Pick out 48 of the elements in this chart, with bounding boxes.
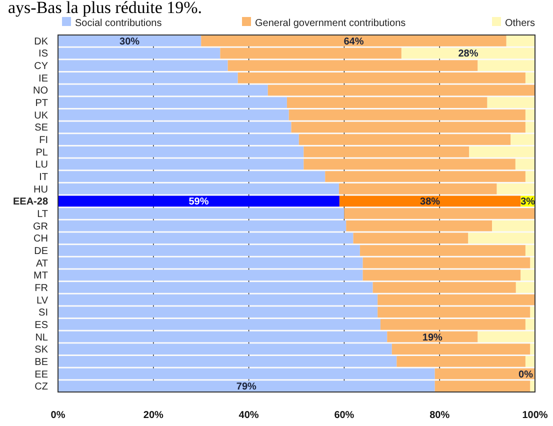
y-tick-label: CZ xyxy=(34,382,48,393)
x-tick-label: 20% xyxy=(143,410,164,421)
y-tick-label: LT xyxy=(37,209,48,220)
x-tick-label: 80% xyxy=(430,410,450,421)
data-label: 79% xyxy=(236,382,257,393)
data-label: 64% xyxy=(344,36,364,48)
text: ays-Bas la plus réduite 19%. xyxy=(8,0,202,17)
y-tick-label: LV xyxy=(36,295,48,306)
y-tick-label: PL xyxy=(36,147,48,158)
y-tick-label: AT xyxy=(36,258,48,270)
y-tick-label: SK xyxy=(34,344,48,356)
legend-label: General government contributions xyxy=(255,18,406,29)
y-tick-label: SI xyxy=(38,308,48,319)
x-tick-label: 60% xyxy=(334,410,354,421)
y-tick-label: NO xyxy=(33,86,48,97)
y-tick-label: HU xyxy=(34,184,48,196)
y-tick-label: MT xyxy=(34,270,48,282)
y-tick-label: CY xyxy=(34,61,48,72)
y-tick-label: LU xyxy=(35,160,48,171)
y-tick-label: EE xyxy=(34,369,48,380)
y-tick-label: UK xyxy=(34,110,48,122)
y-tick-label: EEA-28 xyxy=(12,196,48,208)
data-label: 19% xyxy=(422,332,443,344)
y-tick-label: CH xyxy=(34,234,48,245)
data-label: 59% xyxy=(188,196,209,208)
data-label: 30% xyxy=(120,36,140,48)
legend-label: Others xyxy=(505,18,536,29)
data-label: 3% xyxy=(520,196,536,208)
y-tick-label: NL xyxy=(35,332,48,344)
y-tick-label: IE xyxy=(38,73,48,84)
x-tick-label: 100% xyxy=(522,410,548,421)
y-tick-label: PT xyxy=(35,98,48,110)
y-tick-label: DE xyxy=(34,246,48,257)
y-tick-label: FR xyxy=(34,282,48,294)
data-label: 28% xyxy=(458,48,478,60)
y-tick-label: IS xyxy=(38,48,48,60)
y-tick-label: BE xyxy=(34,356,48,368)
data-label: 0% xyxy=(518,369,534,380)
x-tick-label: 0% xyxy=(50,410,66,421)
y-tick-label: FI xyxy=(39,135,48,146)
legend-label: Social contributions xyxy=(75,18,162,29)
y-tick-label: DK xyxy=(34,36,48,48)
data-label: 38% xyxy=(420,196,440,208)
y-tick-label: ES xyxy=(34,320,48,331)
y-tick-label: IT xyxy=(39,172,48,184)
y-tick-label: GR xyxy=(33,221,48,232)
y-tick-label: SE xyxy=(34,122,48,134)
x-tick-label: 40% xyxy=(238,410,259,421)
